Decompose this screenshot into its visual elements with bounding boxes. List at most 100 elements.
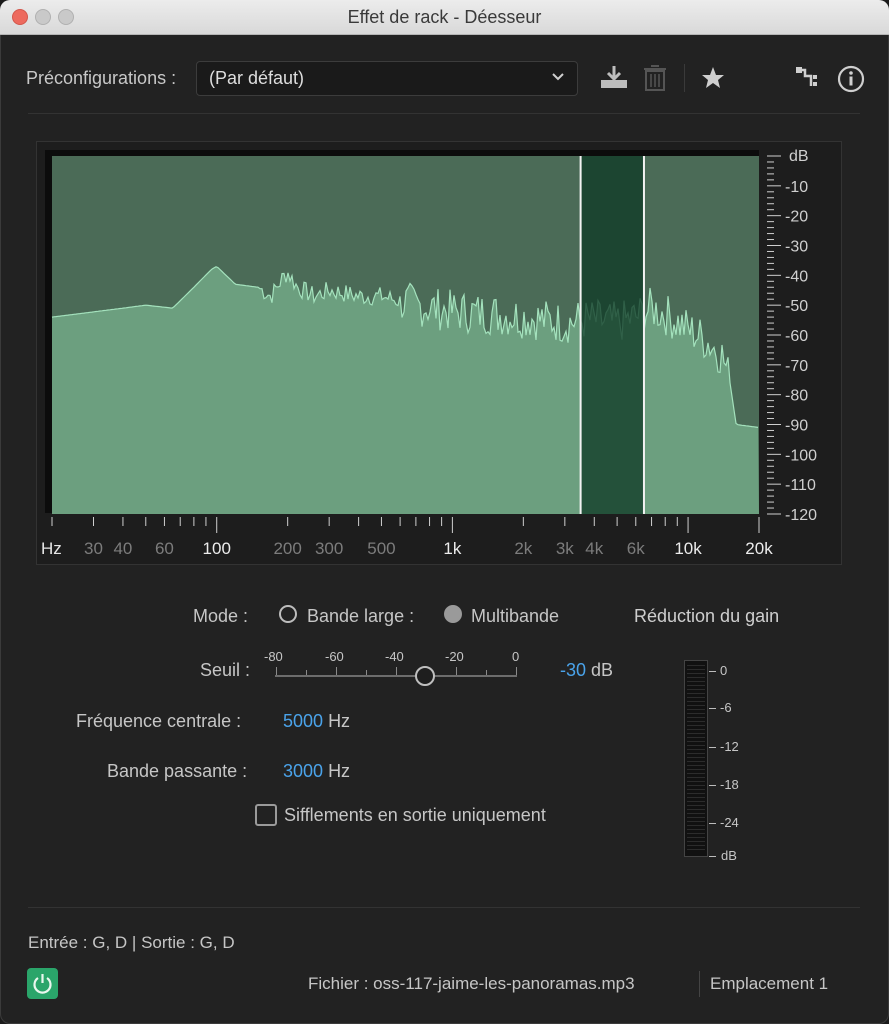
spectrum-svg: dB -10 -20 -30 -40 -50 -60 -70 -80 -90 -100 -110 -12…: [41, 148, 817, 558]
threshold-slider-track[interactable]: [275, 675, 517, 677]
threshold-tick: [366, 670, 367, 675]
threshold-value[interactable]: -30: [560, 660, 587, 680]
meter-segment: [687, 793, 705, 794]
meter-segment: [687, 701, 705, 702]
frequency-tick-label: 2k: [514, 539, 532, 558]
meter-segment: [687, 841, 705, 842]
meter-scale-label: -6: [720, 700, 732, 715]
meter-segment: [687, 833, 705, 834]
threshold-scale-label: -40: [385, 649, 404, 664]
band-selection[interactable]: [580, 156, 644, 514]
db-tick-label: -30: [785, 239, 808, 256]
meter-segment: [687, 693, 705, 694]
meter-segment: [687, 849, 705, 850]
meter-segment: [687, 777, 705, 778]
meter-segment: [687, 677, 705, 678]
meter-segment: [687, 797, 705, 798]
threshold-slider-knob[interactable]: [415, 666, 435, 686]
threshold-scale-label: -80: [264, 649, 283, 664]
meter-segment: [687, 733, 705, 734]
threshold-tick: [456, 667, 457, 675]
mode-multiband-label: Multibande: [471, 606, 560, 626]
threshold-scale-label: -60: [325, 649, 344, 664]
meter-segment: [687, 801, 705, 802]
minimize-window-button[interactable]: [35, 9, 51, 25]
info-icon[interactable]: [836, 64, 866, 94]
frequency-tick-label: 100: [203, 539, 231, 558]
center-frequency-label: Fréquence centrale :: [76, 711, 242, 731]
mode-broadband-label: Bande large :: [307, 606, 415, 626]
power-button[interactable]: [27, 968, 58, 999]
meter-segment: [687, 845, 705, 846]
meter-segment: [687, 741, 705, 742]
meter-segment: [687, 713, 705, 714]
center-frequency-readout[interactable]: 5000 Hz: [283, 711, 350, 732]
bandwidth-value[interactable]: 3000: [283, 761, 324, 781]
meter-scale-label: 0: [720, 663, 728, 678]
bandwidth-readout[interactable]: 3000 Hz: [283, 761, 350, 782]
db-tick-label: -20: [785, 209, 808, 226]
meter-scale-label: dB: [721, 848, 737, 863]
db-tick-label: -70: [785, 358, 808, 375]
presets-value: (Par défaut): [209, 68, 305, 88]
frequency-tick-label: 3k: [556, 539, 574, 558]
meter-segment: [687, 773, 705, 774]
threshold-tick: [396, 667, 397, 675]
window-title: Effet de rack - Déesseur: [347, 7, 542, 27]
frequency-tick-label: 500: [367, 539, 395, 558]
meter-segment: [687, 697, 705, 698]
meter-segment: [687, 825, 705, 826]
meter-scale-tick: [709, 708, 716, 709]
meter-scale-label: -18: [720, 777, 739, 792]
star-icon[interactable]: [699, 64, 727, 92]
meter-segment: [687, 689, 705, 690]
trash-icon[interactable]: [642, 64, 668, 92]
threshold-tick: [336, 667, 337, 675]
chevron-down-icon: [552, 73, 564, 81]
meter-segment: [687, 673, 705, 674]
meter-scale-tick: [709, 856, 716, 857]
close-window-button[interactable]: [12, 9, 28, 25]
meter-segment: [687, 781, 705, 782]
title-bar: Effet de rack - Déesseur: [0, 0, 889, 35]
meter-segment: [687, 769, 705, 770]
meter-segment: [687, 717, 705, 718]
maximize-window-button[interactable]: [58, 9, 74, 25]
frequency-graph[interactable]: dB -10 -20 -30 -40 -50 -60 -70 -80 -90 -100 -110 -12…: [36, 141, 842, 565]
meter-segment: [687, 685, 705, 686]
frequency-axis: Hz 30 40 60 100 200 300 500 1k 2k 3k 4k 6k 10k 20k: [41, 517, 773, 558]
presets-dropdown[interactable]: (Par défaut): [196, 61, 578, 96]
threshold-tick: [276, 667, 277, 675]
meter-segment: [687, 669, 705, 670]
slot-label: Emplacement 1: [710, 974, 829, 993]
threshold-value-readout[interactable]: -30 dB: [560, 660, 613, 681]
divider: [28, 113, 860, 114]
db-tick-label: -60: [785, 328, 808, 345]
threshold-tick: [516, 667, 517, 675]
meter-segment: [687, 837, 705, 838]
frequency-tick-label: 1k: [443, 539, 461, 558]
frequency-tick-label: 40: [113, 539, 132, 558]
meter-segment: [687, 809, 705, 810]
db-axis: dB -10 -20 -30 -40 -50 -60 -70 -80 -90 -100 -110 -12…: [767, 148, 817, 524]
frequency-tick-label: 4k: [585, 539, 603, 558]
mode-broadband-radio[interactable]: [279, 605, 297, 623]
routing-icon[interactable]: [795, 64, 821, 92]
sibilance-only-checkbox[interactable]: [255, 804, 277, 826]
gain-reduction-meter: [684, 660, 708, 857]
db-axis-unit: dB: [789, 148, 809, 165]
db-tick-label: -50: [785, 298, 808, 315]
frequency-tick-label: 200: [273, 539, 301, 558]
power-icon: [33, 974, 52, 994]
threshold-scale-label: 0: [512, 649, 520, 664]
download-preset-icon[interactable]: [598, 64, 630, 92]
meter-segment: [687, 725, 705, 726]
meter-segment: [687, 817, 705, 818]
db-tick-label: -40: [785, 268, 808, 285]
center-frequency-value[interactable]: 5000: [283, 711, 324, 731]
db-tick-label: -90: [785, 418, 808, 435]
bandwidth-unit: Hz: [328, 761, 351, 781]
frequency-tick-label: 10k: [674, 539, 702, 558]
mode-multiband-radio[interactable]: [444, 605, 462, 623]
io-routing-text: Entrée : G, D | Sortie : G, D: [28, 933, 235, 952]
